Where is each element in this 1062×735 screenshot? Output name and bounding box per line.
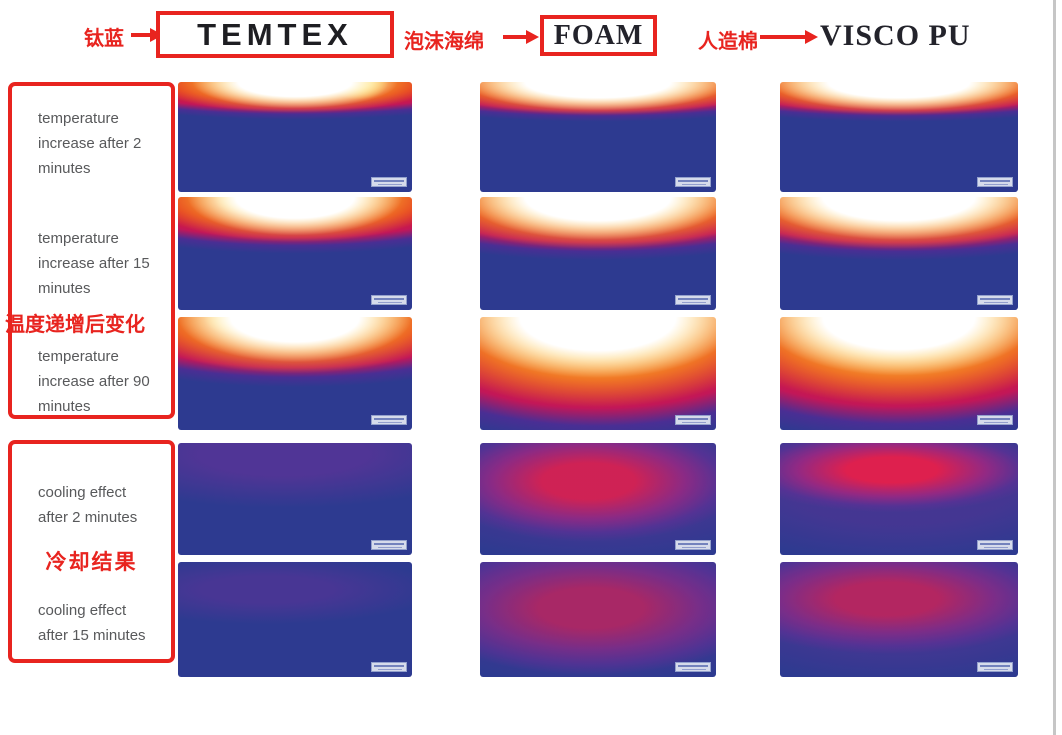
thermal-image-temtex-heat-15min xyxy=(178,197,412,310)
temtex-logo-box: TEMTEX xyxy=(156,11,394,58)
camera-logo-watermark xyxy=(977,540,1013,550)
thermal-image-foam-heat-90min xyxy=(480,317,716,430)
visco-pu-logo: VISCO PU xyxy=(820,19,971,52)
row-label-heat-15min: temperature increase after 15 minutes xyxy=(38,230,150,297)
arrow-icon xyxy=(503,30,539,44)
heating-group-box: temperature increase after 2 minutes tem… xyxy=(5,82,175,419)
camera-logo-watermark xyxy=(371,295,407,305)
thermal-image-foam-heat-15min xyxy=(480,197,716,310)
camera-logo-watermark xyxy=(977,662,1013,672)
thermal-image-temtex-heat-2min xyxy=(178,82,412,192)
camera-logo-watermark xyxy=(371,662,407,672)
thermal-image-foam-heat-2min xyxy=(480,82,716,192)
thermal-image-visco-pu-heat-90min xyxy=(780,317,1018,430)
header-cn-label-foam: 泡沫海绵 xyxy=(404,31,484,53)
row-label-heat-90min: temperature increase after 90 minutes xyxy=(38,348,150,415)
thermal-image-foam-cool-15min xyxy=(480,562,716,677)
row-label-cool-2min: cooling effect after 2 minutes xyxy=(38,484,138,526)
foam-logo-box: FOAM xyxy=(540,15,657,56)
camera-logo-watermark xyxy=(977,177,1013,187)
thermal-image-visco-pu-heat-2min xyxy=(780,82,1018,192)
thermal-image-foam-cool-2min xyxy=(480,443,716,555)
camera-logo-watermark xyxy=(371,177,407,187)
camera-logo-watermark xyxy=(675,415,711,425)
header-cn-label-visco: 人造棉 xyxy=(698,31,758,53)
camera-logo-watermark xyxy=(675,662,711,672)
thermal-image-visco-pu-cool-2min xyxy=(780,443,1018,555)
camera-logo-watermark xyxy=(675,540,711,550)
thermal-image-temtex-cool-2min xyxy=(178,443,412,555)
thermal-image-temtex-cool-15min xyxy=(178,562,412,677)
page-edge-line xyxy=(1053,0,1056,735)
camera-logo-watermark xyxy=(675,177,711,187)
arrow-icon xyxy=(760,30,818,44)
arrow-icon xyxy=(131,28,163,42)
camera-logo-watermark xyxy=(371,540,407,550)
heating-group-cn-title: 温度递增后变化 xyxy=(5,314,145,336)
camera-logo-watermark xyxy=(675,295,711,305)
camera-logo-watermark xyxy=(977,415,1013,425)
thermal-image-visco-pu-cool-15min xyxy=(780,562,1018,677)
camera-logo-watermark xyxy=(977,295,1013,305)
cooling-group-box: cooling effect after 2 minutes 冷却结果 cool… xyxy=(8,440,175,663)
header-cn-label-temtex: 钛蓝 xyxy=(84,28,124,50)
thermal-image-temtex-heat-90min xyxy=(178,317,412,430)
row-label-cool-15min: cooling effect after 15 minutes xyxy=(38,602,146,644)
camera-logo-watermark xyxy=(371,415,407,425)
foam-logo: FOAM xyxy=(553,19,644,51)
cooling-group-cn-title: 冷却结果 xyxy=(45,551,138,574)
thermal-image-visco-pu-heat-15min xyxy=(780,197,1018,310)
temtex-logo: TEMTEX xyxy=(197,16,353,52)
row-label-heat-2min: temperature increase after 2 minutes xyxy=(38,110,142,177)
